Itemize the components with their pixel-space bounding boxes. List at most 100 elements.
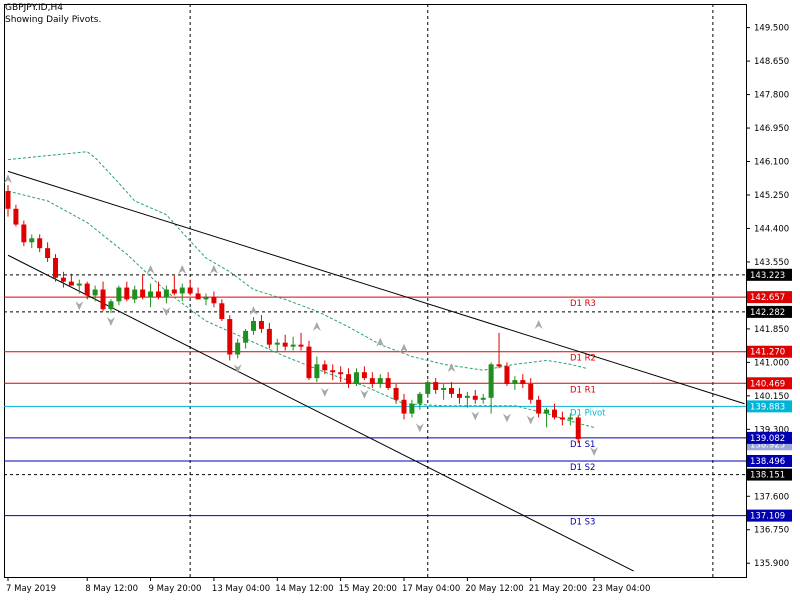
fractal-up-icon [312, 321, 321, 331]
fractal-down-icon [106, 317, 115, 327]
pivot-price-tag-bg [747, 291, 792, 304]
candle-bear [5, 191, 11, 209]
price-tag-bg [747, 468, 792, 481]
candle-bear [528, 384, 534, 400]
pivot-price-tag-bg [747, 377, 792, 390]
plot-frame [4, 4, 747, 578]
chart-subtitle: Showing Daily Pivots. [5, 15, 102, 25]
candle-bear [346, 374, 352, 385]
pivot-price-tag-bg [747, 400, 792, 413]
y-tick-label: 146.950 [754, 124, 789, 134]
pivot-price-tag: 138.496 [750, 457, 785, 467]
envelope-lower [7, 190, 595, 428]
candle-bear [140, 289, 146, 298]
fractal-up-icon [146, 264, 155, 274]
x-tick-label: 20 May 12:00 [465, 584, 523, 594]
candle-bear [195, 293, 201, 300]
candle-bull [314, 364, 320, 379]
candle-bear [45, 248, 51, 259]
candle-bear [282, 342, 288, 347]
candle-bull [409, 403, 415, 414]
candle-bull [488, 364, 494, 398]
price-tag: 143.223 [750, 271, 785, 281]
x-tick-label: 15 May 20:00 [339, 584, 397, 594]
candle-bull [243, 330, 249, 343]
y-tick-label: 147.800 [754, 91, 789, 101]
fractal-down-icon [75, 301, 84, 311]
x-tick-label: 13 May 04:00 [212, 584, 270, 594]
fractal-down-icon [590, 446, 599, 456]
candle-bull [567, 417, 573, 420]
candle-bear [60, 277, 66, 282]
fractal-down-icon [471, 411, 480, 421]
x-tick-label: 7 May 2019 [6, 584, 56, 594]
candle-bear [266, 328, 272, 345]
pivot-label: D1 R1 [570, 385, 596, 395]
candle-bear [520, 380, 526, 385]
candle-bull [290, 344, 296, 347]
candle-bull [425, 382, 431, 394]
candle-bear [401, 399, 407, 414]
candle-bull [235, 342, 241, 355]
symbol-title: GBPJPY.ID,H4 [5, 3, 63, 13]
candle-bear [219, 303, 225, 320]
candle-bull [29, 238, 35, 243]
candle-bear [369, 378, 375, 385]
candle-bull [417, 393, 423, 404]
candle-bull [441, 387, 447, 390]
candle-bull [92, 289, 98, 296]
candle-bear [13, 208, 19, 225]
pivot-price-tag: 142.657 [750, 293, 785, 303]
trend-line [7, 170, 745, 405]
candle-bear [322, 364, 328, 371]
candle-bull [480, 397, 486, 400]
candle-bear [559, 417, 565, 420]
y-tick-label: 145.250 [754, 191, 789, 201]
candle-bear [330, 370, 336, 373]
candle-bull [163, 289, 169, 298]
y-tick-label: 141.850 [754, 325, 789, 335]
price-tag-bg [747, 305, 792, 318]
pivot-label: D1 R3 [570, 299, 596, 309]
pivot-price-tag-bg [747, 454, 792, 467]
candle-bear [53, 258, 59, 278]
pivot-price-tag: 139.883 [750, 402, 785, 412]
price-tag-bg [747, 268, 792, 281]
y-tick-label: 137.600 [754, 492, 789, 502]
y-tick-label: 136.750 [754, 526, 789, 536]
pivot-price-tag: 137.109 [750, 512, 785, 522]
fractal-up-icon [376, 337, 385, 347]
candle-bear [361, 372, 367, 379]
candle-bear [211, 297, 217, 304]
candle-bear [155, 291, 161, 298]
candle-bear [37, 238, 43, 249]
fractal-up-icon [400, 343, 408, 353]
candle-bull [544, 409, 550, 414]
pivot-label: D1 Pivot [570, 408, 606, 418]
fractal-down-icon [320, 387, 329, 397]
candle-bear [536, 399, 542, 414]
envelope-upper [7, 151, 587, 371]
pivot-label: D1 S1 [570, 440, 595, 450]
candle-bear [68, 281, 74, 286]
fractal-down-icon [360, 389, 369, 399]
fractal-up-icon [178, 264, 187, 274]
candle-bear [472, 395, 478, 400]
x-tick-label: 14 May 12:00 [275, 584, 333, 594]
candle-bear [504, 366, 510, 385]
price-tag: 138.925 [750, 440, 785, 450]
pivot-price-tag: 139.082 [750, 434, 785, 444]
candle-bear [124, 287, 130, 300]
candle-bear [551, 409, 557, 418]
pivot-price-tag-bg [747, 345, 792, 358]
y-tick-label: 135.900 [754, 559, 789, 569]
candle-bear [306, 346, 312, 379]
candle-bull [76, 283, 82, 286]
price-tag: 138.151 [750, 471, 785, 481]
candle-bull [464, 395, 470, 398]
pivot-price-tag: 141.270 [750, 348, 785, 358]
candle-bull [179, 287, 185, 294]
fractal-up-icon [534, 319, 543, 329]
